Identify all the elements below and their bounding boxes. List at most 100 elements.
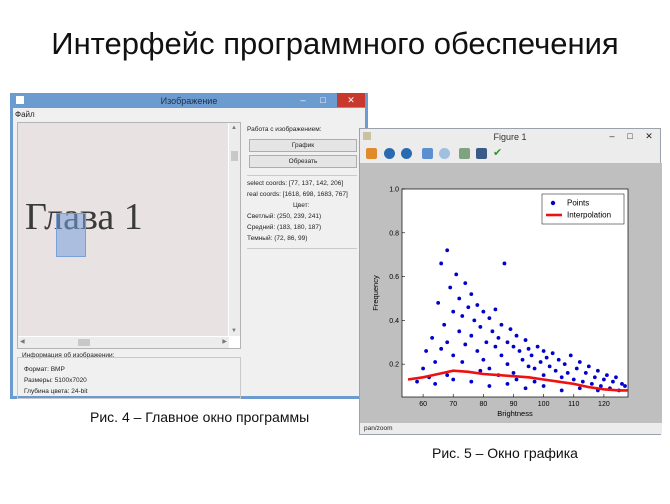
scatter-point	[571, 377, 576, 382]
scatter-point	[598, 384, 603, 388]
color-light: Светлый: (250, 239, 241)	[247, 213, 322, 220]
y-tick-label: 1.0	[389, 187, 399, 194]
scatter-point	[448, 285, 453, 290]
zoom-icon[interactable]	[439, 148, 450, 159]
vertical-scroll-thumb[interactable]	[231, 151, 238, 161]
legend-interpolation-label: Interpolation	[567, 211, 611, 220]
scatter-point	[475, 349, 480, 353]
back-icon[interactable]	[384, 148, 395, 159]
scatter-point	[490, 329, 495, 334]
scatter-point	[463, 342, 468, 347]
menu-file[interactable]: Файл	[15, 110, 35, 119]
maximize-icon[interactable]: □	[320, 95, 326, 105]
scatter-point	[514, 377, 519, 382]
scatter-point	[583, 371, 588, 375]
scatter-point	[592, 375, 597, 380]
scatter-point	[523, 386, 528, 391]
subplots-icon[interactable]	[459, 148, 470, 159]
color-dark: Темный: (72, 86, 99)	[247, 235, 308, 242]
x-tick-label: 90	[510, 401, 518, 408]
scatter-point	[487, 316, 492, 321]
scatter-point	[496, 335, 501, 340]
save-icon[interactable]	[476, 148, 487, 159]
figure-close-icon[interactable]: ✕	[645, 131, 653, 141]
scatter-point	[517, 349, 522, 353]
interpolation-line	[407, 369, 628, 392]
scroll-right-icon[interactable]: ▶	[222, 339, 227, 345]
main-window-body: Файл Глава 1 ▲ ▼ ◀ ▶ Работа с изображени…	[13, 108, 365, 399]
scatter-point	[481, 357, 486, 362]
scatter-point	[514, 333, 519, 338]
y-tick-label: 0.4	[389, 318, 399, 325]
scatter-point	[589, 381, 594, 386]
scatter-point	[493, 344, 498, 349]
selection-rectangle[interactable]	[56, 213, 86, 257]
scatter-point	[529, 353, 534, 358]
scatter-point	[472, 318, 477, 323]
select-coords: select coords: [77, 137, 142, 206]	[247, 180, 344, 187]
scatter-point	[487, 366, 492, 371]
home-icon[interactable]	[366, 148, 377, 159]
scatter-point	[580, 379, 585, 384]
real-coords: real coords: [1618, 698, 1683, 767]	[247, 191, 348, 198]
minimize-icon[interactable]: –	[300, 95, 306, 105]
scroll-left-icon[interactable]: ◀	[20, 339, 25, 345]
scatter-point	[595, 368, 600, 373]
scatter-point	[553, 368, 558, 373]
image-info-group-title: Информация об изображении:	[21, 352, 116, 359]
scatter-point	[475, 303, 480, 307]
figure-maximize-icon[interactable]: □	[627, 131, 633, 141]
scatter-point	[430, 335, 435, 340]
graph-button[interactable]: График	[249, 139, 357, 152]
scatter-point	[511, 371, 516, 375]
y-axis-label: Frequency	[371, 275, 380, 311]
info-depth: Глубина цвета: 24-bit	[24, 388, 88, 395]
scatter-point	[469, 379, 474, 384]
forward-icon[interactable]	[401, 148, 412, 159]
scatter-point	[469, 333, 474, 338]
scatter-point	[601, 377, 606, 382]
check-icon[interactable]: ✔	[493, 147, 503, 159]
scatter-point	[487, 384, 492, 388]
legend-box	[541, 193, 625, 225]
close-icon[interactable]: ✕	[337, 93, 365, 107]
info-format: Формат: BMP	[24, 366, 65, 373]
crop-button[interactable]: Обрезать	[249, 155, 357, 168]
scatter-point	[526, 346, 531, 351]
scatter-point	[451, 353, 456, 358]
scroll-up-icon[interactable]: ▲	[231, 125, 237, 131]
figure-window-title: Figure 1	[493, 132, 527, 142]
scatter-point	[559, 388, 564, 393]
x-tick-label: 80	[479, 401, 487, 408]
caption-main-window: Рис. 4 – Главное окно программы	[90, 409, 310, 425]
horizontal-scrollbar[interactable]: ◀ ▶	[18, 337, 229, 348]
scanned-image: Глава 1	[18, 123, 228, 336]
horizontal-scroll-thumb[interactable]	[78, 339, 90, 346]
scatter-point	[547, 364, 552, 369]
scatter-point	[433, 381, 438, 386]
pan-icon[interactable]	[422, 148, 433, 159]
scatter-point	[457, 329, 462, 334]
scroll-down-icon[interactable]: ▼	[231, 328, 237, 334]
scatter-point	[505, 340, 510, 345]
scatter-point	[523, 338, 528, 342]
plot-area[interactable]: 60 70 80 90 100 110 120 0.2 0.4 0.6 0.8 1.0 Brightne…	[360, 163, 662, 425]
scatter-point	[478, 325, 483, 329]
vertical-scrollbar[interactable]: ▲ ▼	[229, 123, 240, 336]
scatter-point	[481, 309, 486, 314]
scatter-point	[541, 384, 546, 388]
color-header: Цвет:	[293, 202, 310, 209]
scatter-point	[502, 261, 507, 266]
scatter-point	[623, 384, 627, 388]
scatter-point	[614, 375, 618, 380]
scatter-point	[559, 375, 564, 380]
scatter-chart[interactable]: 60 70 80 90 100 110 120 0.2 0.4 0.6 0.8 1.0 Brightne…	[360, 163, 662, 425]
scatter-point	[532, 379, 537, 384]
figure-minimize-icon[interactable]: –	[609, 131, 615, 141]
x-tick-label: 60	[419, 401, 427, 408]
image-viewer[interactable]: Глава 1 ▲ ▼ ◀ ▶	[17, 122, 241, 349]
scatter-point	[568, 353, 573, 358]
scatter-point	[520, 357, 525, 362]
main-window: Изображение – □ ✕ Файл Глава 1 ▲ ▼ ◀ ▶ Р…	[10, 93, 368, 399]
scatter-point	[535, 344, 540, 349]
